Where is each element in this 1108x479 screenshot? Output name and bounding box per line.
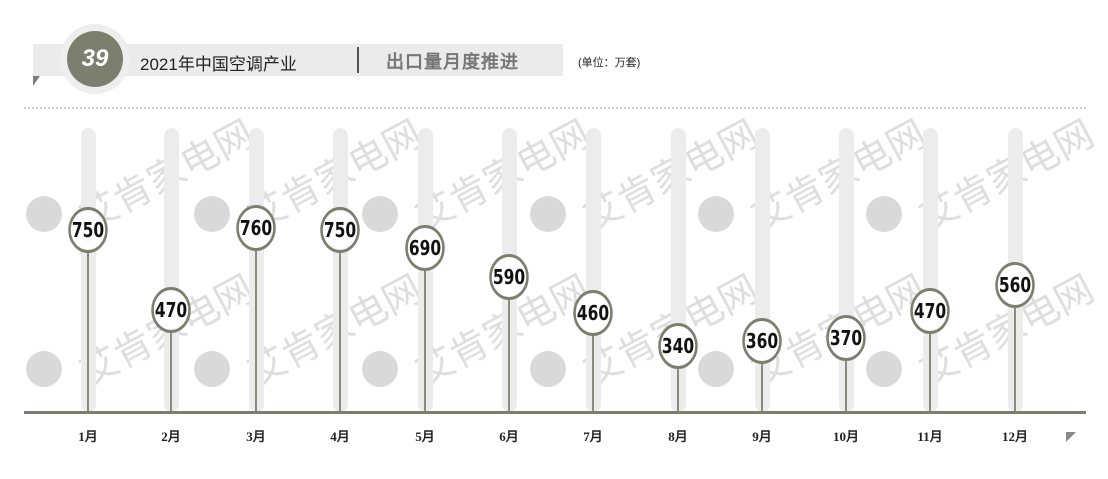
track-bar xyxy=(164,128,179,412)
x-axis-label: 8月 xyxy=(668,429,688,444)
value-bubble: 370 xyxy=(826,315,866,361)
x-axis-label: 5月 xyxy=(415,429,435,444)
value-bubble: 360 xyxy=(742,318,782,364)
value-stem xyxy=(87,230,89,412)
value-stem xyxy=(592,313,594,412)
value-bubble: 470 xyxy=(910,288,950,334)
x-axis-baseline xyxy=(24,411,1086,414)
track-bar xyxy=(923,128,938,412)
value-stem xyxy=(508,277,510,412)
x-axis-label: 3月 xyxy=(246,429,266,444)
aiken-logo-icon xyxy=(26,196,62,232)
chart-number-badge: 39 xyxy=(67,31,123,87)
value-bubble: 760 xyxy=(236,205,276,251)
value-stem xyxy=(255,228,257,412)
value-bubble: 340 xyxy=(658,323,698,369)
value-stem xyxy=(845,338,847,412)
aiken-logo-icon xyxy=(866,196,902,232)
header-fold-corner xyxy=(33,76,40,86)
corner-triangle-icon xyxy=(1066,432,1076,442)
value-stem xyxy=(761,341,763,412)
aiken-logo-icon xyxy=(698,351,734,387)
value-bubble: 750 xyxy=(320,207,360,253)
x-axis-label: 11月 xyxy=(917,429,943,444)
value-bubble: 690 xyxy=(405,225,445,271)
x-axis-label: 1月 xyxy=(78,429,98,444)
value-stem xyxy=(677,346,679,412)
watermark-text: 艾肯家电网 xyxy=(572,104,766,242)
value-bubble: 590 xyxy=(489,254,529,300)
watermark-text: 艾肯家电网 xyxy=(404,104,598,242)
value-bubble: 750 xyxy=(68,207,108,253)
value-stem xyxy=(170,310,172,412)
value-stem xyxy=(424,248,426,412)
value-bubble: 560 xyxy=(995,262,1035,308)
aiken-logo-icon xyxy=(698,196,734,232)
value-stem xyxy=(1014,285,1016,412)
x-axis-label: 7月 xyxy=(583,429,603,444)
aiken-logo-icon xyxy=(194,196,230,232)
x-axis-label: 10月 xyxy=(832,429,859,444)
value-bubble: 470 xyxy=(151,287,191,333)
dotted-divider xyxy=(24,107,1086,109)
x-axis-label: 4月 xyxy=(330,429,350,444)
aiken-logo-icon xyxy=(194,351,230,387)
chart-subtitle: 出口量月度推进 xyxy=(386,52,519,72)
value-stem xyxy=(929,311,931,412)
x-axis-label: 9月 xyxy=(752,429,772,444)
value-stem xyxy=(339,230,341,412)
x-axis-label: 6月 xyxy=(499,429,519,444)
aiken-logo-icon xyxy=(530,351,566,387)
x-axis-label: 2月 xyxy=(161,429,181,444)
aiken-logo-icon xyxy=(362,351,398,387)
aiken-logo-icon xyxy=(530,196,566,232)
unit-label: (单位：万套) xyxy=(578,57,641,69)
aiken-logo-icon xyxy=(866,351,902,387)
chart-title: 2021年中国空调产业 xyxy=(140,55,297,74)
aiken-logo-icon xyxy=(26,351,62,387)
title-separator xyxy=(357,47,359,73)
aiken-logo-icon xyxy=(362,196,398,232)
track-bar xyxy=(586,128,601,412)
x-axis-label: 12月 xyxy=(1001,429,1028,444)
value-bubble: 460 xyxy=(573,290,613,336)
